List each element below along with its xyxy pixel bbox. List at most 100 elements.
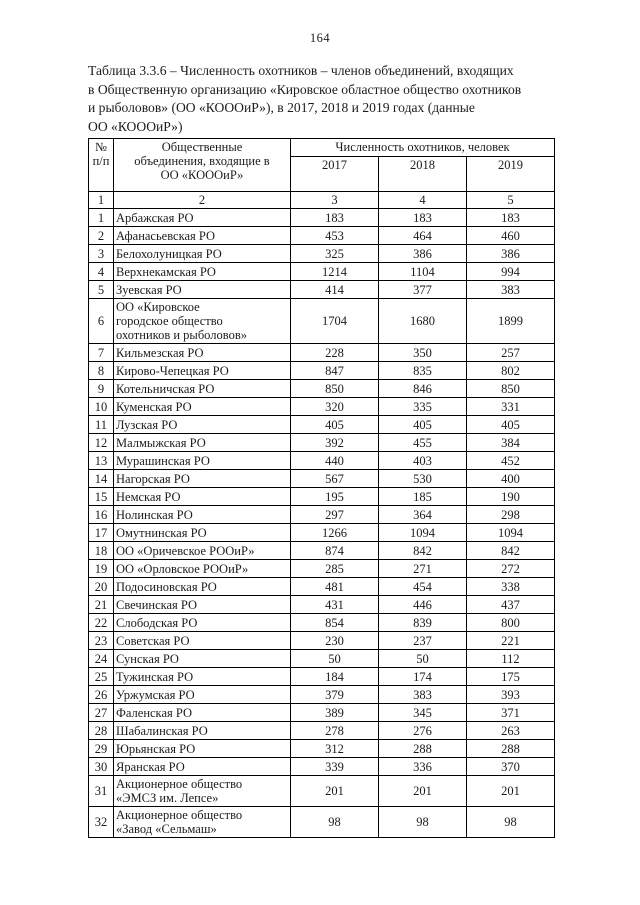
row-number-cell: 26 [88,685,114,705]
count-2018-cell: 835 [378,361,467,381]
count-2017-cell: 392 [290,433,379,453]
count-2019-cell: 1899 [465,298,556,345]
count-2017-cell: 195 [290,487,379,507]
row-number-cell: 2 [88,226,114,246]
row-number-cell: 29 [88,739,114,759]
row-number-cell: 3 [88,244,114,264]
table-row: 1 Арбажская РО 183 183 183 [88,208,556,228]
count-2019-cell: 221 [465,631,556,651]
count-2017-cell: 50 [290,649,379,669]
count-2019-cell: 175 [465,667,556,687]
organization-name-cell: Верхнекамская РО [113,262,291,282]
count-2017-cell: 854 [290,613,379,633]
row-number-cell: 22 [88,613,114,633]
table-row: 11 Лузская РО 405 405 405 [88,415,556,435]
table-row: 4 Верхнекамская РО 1214 1104 994 [88,262,556,282]
organization-name-cell: ОО «Орловское РООиР» [113,559,291,579]
table-row: 30 Яранская РО 339 336 370 [88,757,556,777]
count-2017-cell: 228 [290,343,379,363]
table-row: 32 Акционерное общество «Завод «Сельмаш» 9… [88,806,556,839]
count-2018-cell: 174 [378,667,467,687]
count-2019-cell: 383 [465,280,556,300]
count-2019-cell: 288 [465,739,556,759]
row-number-cell: 24 [88,649,114,669]
count-2017-cell: 379 [290,685,379,705]
count-2019-cell: 842 [465,541,556,561]
header-cell-count-group: Численность охотников, человек [289,138,556,158]
organization-name-cell: Сунская РО [113,649,291,669]
organization-name-cell: Куменская РО [113,397,291,417]
row-number-cell: 6 [88,298,114,345]
table-row: 20 Подосиновская РО 481 454 338 [88,577,556,597]
count-2018-cell: 237 [378,631,467,651]
organization-name-cell: Шабалинская РО [113,721,291,741]
header-cell-year-2019: 2019 [465,156,556,193]
table-header: № п/п Общественные объединения, входящие… [88,138,556,193]
count-2019-cell: 183 [465,208,556,228]
count-2017-cell: 230 [290,631,379,651]
row-number-cell: 21 [88,595,114,615]
organization-name-cell: Зуевская РО [113,280,291,300]
organization-name-cell: Кильмезская РО [113,343,291,363]
organization-name-cell: Омутнинская РО [113,523,291,543]
count-2018-cell: 446 [378,595,467,615]
row-number-cell: 31 [88,775,114,808]
table-row: 27 Фаленская РО 389 345 371 [88,703,556,723]
count-2019-cell: 800 [465,613,556,633]
table-header-row: № п/п Общественные объединения, входящие… [88,138,556,193]
count-2017-cell: 325 [290,244,379,264]
header-cell-year-2018: 2018 [378,156,467,193]
count-2018-cell: 383 [378,685,467,705]
count-2017-cell: 850 [290,379,379,399]
count-2019-cell: 298 [465,505,556,525]
count-2019-cell: 263 [465,721,556,741]
count-2019-cell: 257 [465,343,556,363]
page-content: Таблица 3.3.6 – Численность охотников – … [88,62,570,839]
column-index-cell: 4 [378,191,467,210]
count-2018-cell: 185 [378,487,467,507]
organization-name-cell: Нолинская РО [113,505,291,525]
table-caption-line: Таблица 3.3.6 – Численность охотников – … [88,63,514,78]
organization-name-cell: Акционерное общество «ЭМСЗ им. Лепсе» [113,775,291,808]
count-2018-cell: 455 [378,433,467,453]
count-2018-cell: 839 [378,613,467,633]
count-2018-cell: 288 [378,739,467,759]
count-2018-cell: 405 [378,415,467,435]
organization-name-cell: Нагорская РО [113,469,291,489]
row-number-cell: 4 [88,262,114,282]
count-2018-cell: 336 [378,757,467,777]
count-2017-cell: 389 [290,703,379,723]
count-2018-cell: 98 [378,806,467,839]
count-2019-cell: 1094 [465,523,556,543]
row-number-cell: 18 [88,541,114,561]
count-2017-cell: 1704 [290,298,379,345]
row-number-cell: 15 [88,487,114,507]
row-number-cell: 11 [88,415,114,435]
table-row: 26 Уржумская РО 379 383 393 [88,685,556,705]
count-2019-cell: 400 [465,469,556,489]
table-row: 10 Куменская РО 320 335 331 [88,397,556,417]
table-row: 3 Белохолуницкая РО 325 386 386 [88,244,556,264]
table-caption-line: ОО «КОООиР») [88,118,183,134]
count-2019-cell: 370 [465,757,556,777]
count-2019-cell: 460 [465,226,556,246]
row-number-cell: 28 [88,721,114,741]
row-number-cell: 23 [88,631,114,651]
count-2019-cell: 437 [465,595,556,615]
count-2019-cell: 393 [465,685,556,705]
organization-name-cell: ОО «Оричевское РООиР» [113,541,291,561]
table-row: 6 ОО «Кировское городское общество охотни… [88,298,556,345]
organization-name-cell: Кирово-Чепецкая РО [113,361,291,381]
table-row: 19 ОО «Орловское РООиР» 285 271 272 [88,559,556,579]
count-2018-cell: 464 [378,226,467,246]
table-row: 9 Котельничская РО 850 846 850 [88,379,556,399]
row-number-cell: 14 [88,469,114,489]
organization-name-cell: Малмыжская РО [113,433,291,453]
count-2017-cell: 1214 [290,262,379,282]
table-row: 8 Кирово-Чепецкая РО 847 835 802 [88,361,556,381]
table-row: 7 Кильмезская РО 228 350 257 [88,343,556,363]
organization-name-cell: Слободская РО [113,613,291,633]
count-2019-cell: 331 [465,397,556,417]
count-2017-cell: 98 [290,806,379,839]
column-index-cell: 1 [88,191,114,210]
